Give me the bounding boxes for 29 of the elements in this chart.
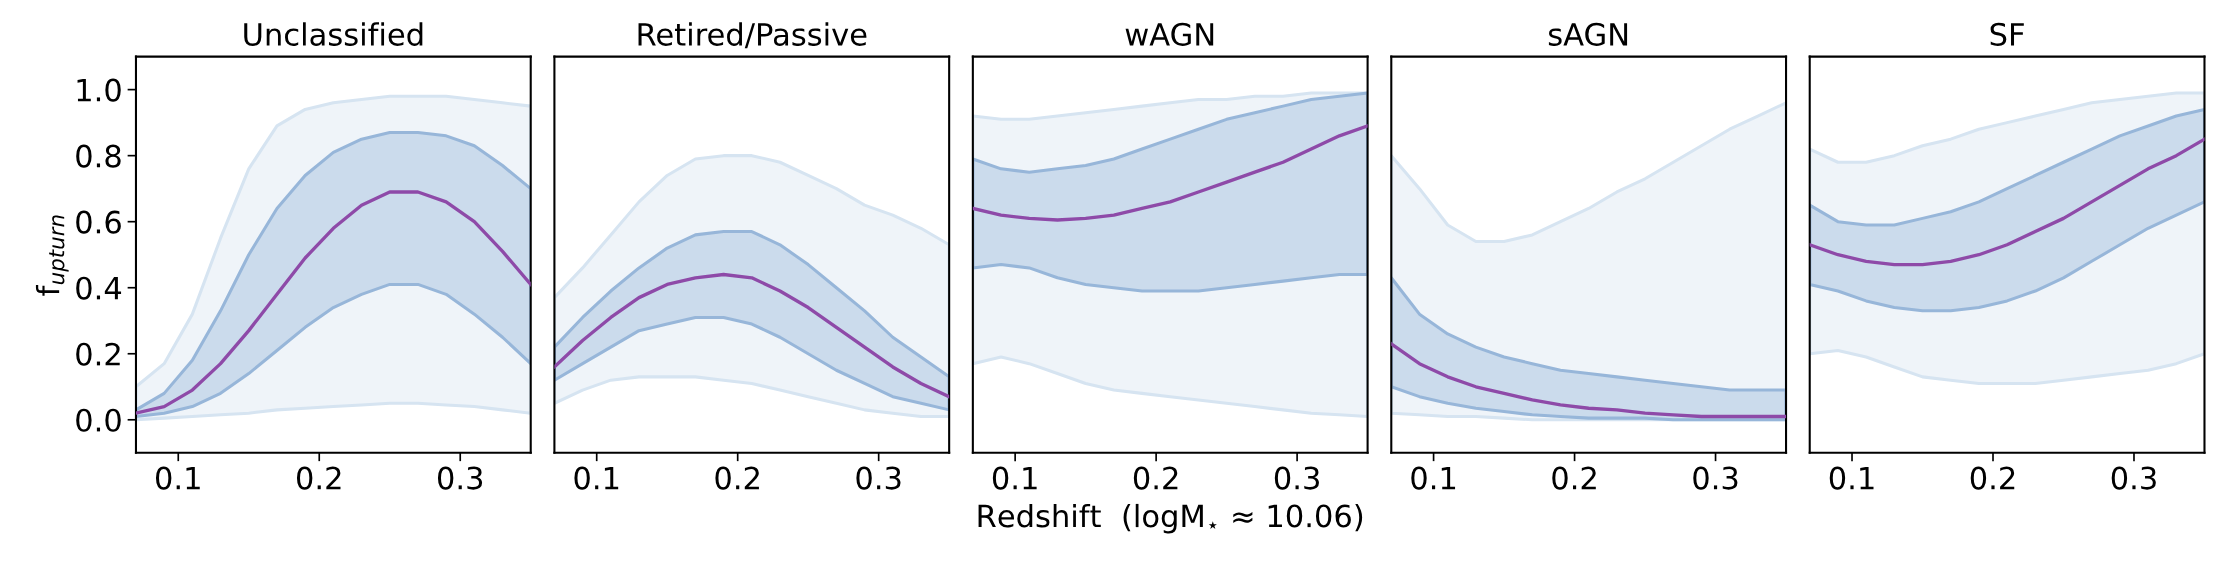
x-tick-label: 0.1 [574, 466, 619, 490]
x-tick-label: 0.2 [1552, 466, 1596, 490]
line-series [135, 190, 531, 415]
chart-title: Retired/Passive [638, 22, 867, 49]
x-tick-label: 0.1 [1411, 466, 1456, 490]
y-axis-title: f$_{upturn}$ [35, 215, 69, 296]
x-tick-label: 0.1 [992, 466, 1037, 490]
x-tick-label: 0.1 [1829, 466, 1874, 490]
chart-title: sAGN [1548, 22, 1628, 46]
x-axis-title: Redshift (logM$_{⋆}$ ≈ 10.06) [978, 503, 1363, 534]
x-tick-label: 0.2 [296, 466, 341, 490]
x-tick-label: 0.3 [1693, 466, 1738, 490]
y-tick-label: 0.2 [76, 342, 120, 366]
y-tick-label: 0.0 [76, 408, 121, 432]
x-tick-label: 0.3 [437, 466, 483, 490]
chart-title: SF [1990, 22, 2024, 46]
y-tick-label: 0.6 [76, 210, 121, 234]
chart-title: Unclassified [244, 22, 423, 46]
x-tick-label: 0.2 [1970, 466, 2015, 490]
x-tick-label: 0.1 [155, 466, 200, 490]
x-tick-label: 0.3 [856, 466, 901, 490]
x-tick-label: 0.2 [1133, 466, 1178, 490]
y-tick-label: 0.4 [76, 276, 122, 300]
x-tick-label: 0.2 [715, 466, 759, 490]
chart-title: wAGN [1125, 22, 1214, 46]
x-tick-label: 0.3 [1274, 466, 1319, 490]
y-tick-label: 1.0 [77, 78, 121, 102]
x-tick-label: 0.3 [2111, 466, 2156, 490]
y-tick-label: 0.8 [76, 144, 121, 168]
